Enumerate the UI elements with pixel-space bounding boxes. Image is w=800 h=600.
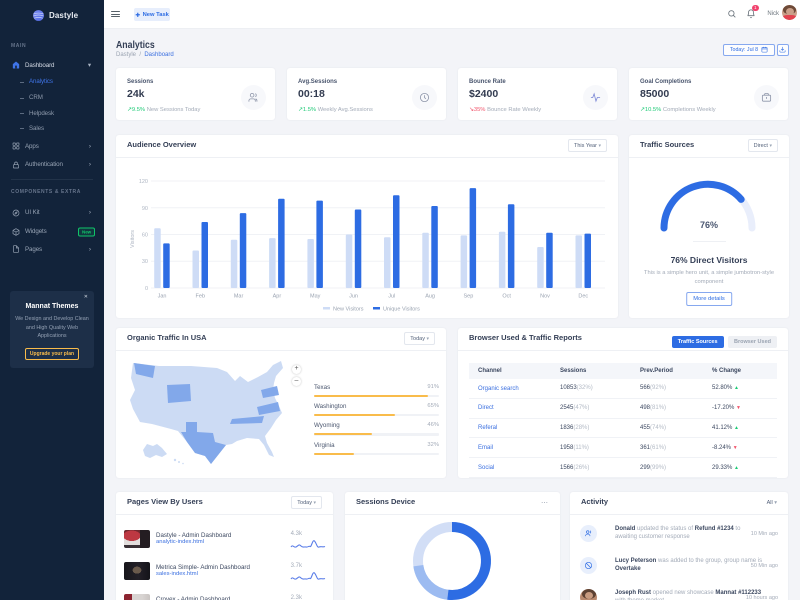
svg-text:Oct: Oct: [502, 294, 511, 300]
svg-text:Sep: Sep: [464, 294, 474, 300]
svg-text:120: 120: [139, 179, 148, 185]
svg-text:Jan: Jan: [158, 294, 167, 300]
svg-text:Apr: Apr: [273, 294, 282, 300]
svg-text:30: 30: [142, 259, 148, 265]
svg-text:Jun: Jun: [349, 294, 358, 300]
svg-text:0: 0: [145, 286, 148, 292]
svg-text:60: 60: [142, 233, 148, 239]
svg-text:Feb: Feb: [196, 294, 205, 300]
svg-text:Unique Visitors: Unique Visitors: [383, 307, 420, 313]
svg-text:Mar: Mar: [234, 294, 244, 300]
svg-text:90: 90: [142, 206, 148, 212]
svg-text:Aug: Aug: [425, 294, 435, 300]
svg-text:New Visitors: New Visitors: [333, 307, 364, 313]
svg-text:Jul: Jul: [388, 294, 395, 300]
svg-text:Nov: Nov: [540, 294, 550, 300]
svg-text:May: May: [310, 294, 321, 300]
svg-text:Visitors: Visitors: [130, 230, 136, 248]
svg-text:Dec: Dec: [578, 294, 588, 300]
